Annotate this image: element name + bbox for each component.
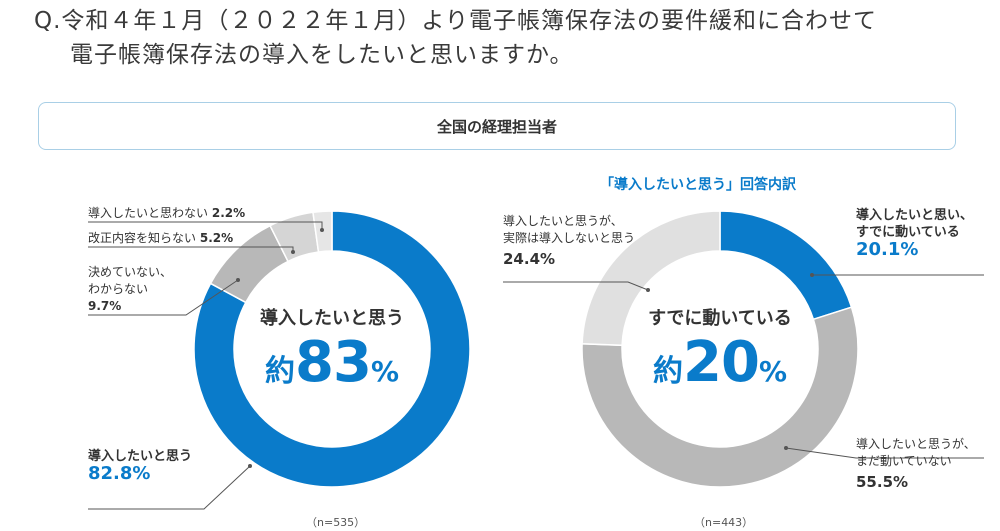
chart1-label-undecided: 決めていない、 わからない 9.7%: [88, 265, 173, 313]
chart1-label-dont-want: 導入したいと思わない 2.2%: [88, 206, 246, 220]
chart2-title: 「導入したいと思う」回答内訳: [600, 177, 796, 193]
chart1-label-unknown-revision: 改正内容を知らない 5.2%: [88, 231, 234, 245]
leader-dot-6: [784, 446, 788, 450]
question-line-1: Q.令和４年１月（２０２２年１月）より電子帳簿保存法の要件緩和に合わせて: [34, 8, 877, 34]
donut-chart-2: [581, 210, 859, 488]
chart2-n: （n=443）: [694, 516, 754, 529]
banner-respondents: 全国の経理担当者: [38, 102, 956, 150]
chart2-center: すでに動いている 約20%: [648, 308, 792, 395]
leader-dot-1: [291, 250, 295, 254]
chart1-n: （n=535）: [306, 516, 366, 529]
chart2-slice-2: [581, 210, 721, 347]
chart2-label-not-yet: 導入したいと思うが、 まだ動いていない 55.5%: [856, 437, 976, 491]
chart1-label-want: 導入したいと思う 82.8%: [88, 449, 193, 484]
chart2-slice-1: [581, 306, 859, 488]
leader-dot-4: [646, 288, 650, 292]
leader-line-6: [785, 447, 984, 459]
leader-line-3: [88, 465, 251, 510]
question-title: Q.令和４年１月（２０２２年１月）より電子帳簿保存法の要件緩和に合わせて 電子帳…: [34, 4, 877, 72]
leader-line-4: [503, 281, 649, 291]
leader-dot-0: [320, 228, 324, 232]
leader-line-2: [88, 279, 239, 316]
chart1-slice-0: [193, 210, 471, 488]
leader-dot-5: [810, 273, 814, 277]
chart1-center: 導入したいと思う 約83%: [260, 308, 404, 395]
chart2-label-wont-implement: 導入したいと思うが、 実際は導入しないと思う 24.4%: [503, 214, 636, 268]
chart2-label-already-moving: 導入したいと思い、 すでに動いている 20.1%: [856, 208, 974, 260]
leader-line-0: [88, 221, 323, 230]
question-line-2: 電子帳簿保存法の導入をしたいと思いますか。: [70, 42, 574, 68]
leader-dot-2: [236, 278, 240, 282]
leader-dot-3: [248, 464, 252, 468]
leader-lines: [88, 221, 984, 510]
